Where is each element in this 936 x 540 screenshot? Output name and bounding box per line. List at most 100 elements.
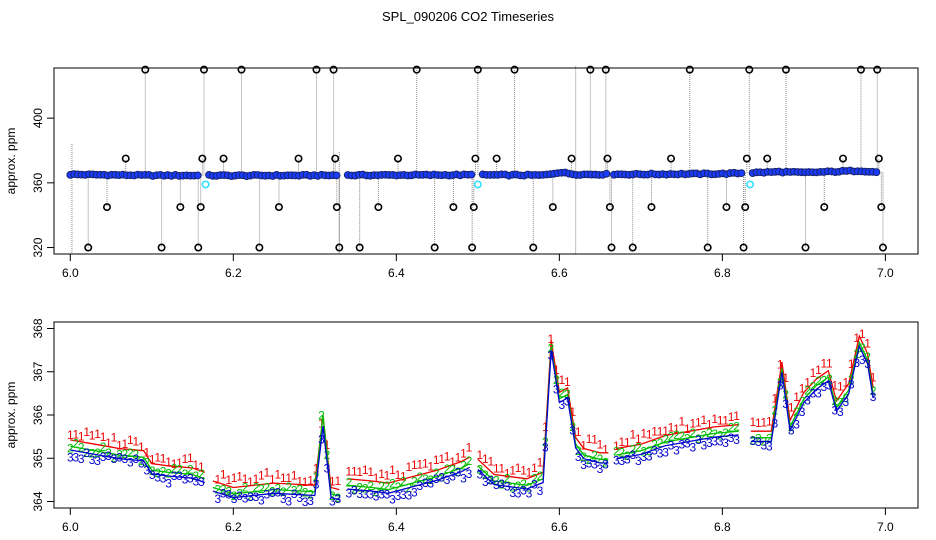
- series-point-label: 3: [477, 467, 484, 481]
- series-point-label: 2: [253, 481, 260, 495]
- series-point-label: 2: [750, 433, 757, 447]
- outlier-point: [412, 65, 421, 74]
- figure-title: SPL_090206 CO2 Timeseries: [382, 9, 554, 24]
- series-point-label: 3: [198, 475, 205, 489]
- series-point-label: 3: [520, 484, 527, 498]
- series-point-label: 1: [122, 437, 129, 451]
- series-point-label: 1: [160, 452, 167, 466]
- series-point-label: 1: [684, 422, 691, 436]
- series-point-label: 2: [225, 484, 232, 498]
- series-point-label: 1: [624, 436, 631, 450]
- series-point-label: 3: [455, 465, 462, 479]
- series-point-label: 3: [422, 476, 429, 490]
- series-point-label: 1: [848, 357, 855, 371]
- series-point-label: 2: [515, 479, 522, 493]
- outlier-point: [194, 243, 203, 252]
- series-point-label: 3: [335, 492, 342, 506]
- series-point-label: 2: [182, 467, 189, 481]
- series-point-label: 3: [105, 449, 112, 463]
- x-tick-label: 6.6: [551, 520, 568, 534]
- cyan-series: [201, 180, 755, 189]
- baseline-point: [332, 171, 341, 180]
- series-point-label: 3: [291, 487, 298, 501]
- series-point-label: 3: [231, 492, 238, 506]
- series-point-label: 1: [427, 459, 434, 473]
- y-tick-label: 400: [31, 108, 45, 128]
- series-point-label: 3: [122, 452, 129, 466]
- series-point-label: 2: [171, 462, 178, 476]
- series-point-label: 3: [72, 450, 79, 464]
- series-point-label: 1: [187, 451, 194, 465]
- series-point-label: 2: [706, 426, 713, 440]
- series-point-label: 2: [864, 350, 871, 364]
- series-point-label: 2: [296, 483, 303, 497]
- series-point-label: 3: [165, 477, 172, 491]
- series-point-label: 2: [356, 481, 363, 495]
- series-point-label: 2: [329, 489, 336, 503]
- series-point-label: 1: [171, 457, 178, 471]
- series-point-label: 1: [548, 332, 555, 346]
- series-point-label: 3: [700, 438, 707, 452]
- outlier-point: [471, 154, 480, 163]
- series-point-label: 1: [695, 416, 702, 430]
- series-point-label: 2: [826, 372, 833, 386]
- series-point-label: 3: [427, 476, 434, 490]
- series-point-label: 1: [777, 358, 784, 372]
- series-point-label: 3: [733, 433, 740, 447]
- outlier-point: [157, 243, 166, 252]
- series-point-label: 3: [684, 437, 691, 451]
- series-point-label: 2: [127, 446, 134, 460]
- series-point-label: 1: [706, 417, 713, 431]
- outlier-point: [820, 203, 829, 212]
- series-point-label: 3: [619, 454, 626, 468]
- outlier-point: [647, 203, 656, 212]
- series-point-label: 3: [515, 486, 522, 500]
- series-point-label: 1: [351, 464, 358, 478]
- series-point-label: 3: [274, 485, 281, 499]
- outlier-point: [874, 154, 883, 163]
- series-point-label: 2: [400, 475, 407, 489]
- series-point-label: 1: [389, 463, 396, 477]
- outlier-point: [548, 203, 557, 212]
- series-point-label: 1: [821, 357, 828, 371]
- series-point-label: 3: [214, 492, 221, 506]
- series-point-label: 2: [269, 485, 276, 499]
- outlier-point: [141, 65, 150, 74]
- series-point-label: 2: [690, 426, 697, 440]
- series-point-label: 2: [597, 452, 604, 466]
- x-tick-label: 6.6: [551, 266, 568, 280]
- y-tick-label: 368: [31, 318, 45, 338]
- series-point-label: 1: [755, 416, 762, 430]
- series-point-label: 3: [193, 474, 200, 488]
- top-panel-outlier-chart: 6.0 6.2 6.4 6.6 6.8 7.0 320 360 400 approx. ppm: [4, 65, 919, 280]
- series-point-label: 1: [198, 460, 205, 474]
- series-point-label: 1: [406, 460, 413, 474]
- series-point-label: 3: [706, 436, 713, 450]
- series-point-label: 1: [799, 382, 806, 396]
- series-point-label: 2: [711, 427, 718, 441]
- series-point-label: 3: [307, 494, 314, 508]
- series-point-label: 1: [466, 441, 473, 455]
- outlier-point: [84, 243, 93, 252]
- outlier-point: [873, 65, 882, 74]
- outlier-point: [335, 243, 344, 252]
- series-point-label: 1: [842, 375, 849, 389]
- series-point-label: 3: [258, 493, 265, 507]
- series-point-label: 1: [455, 451, 462, 465]
- cyan-point: [473, 180, 482, 189]
- series-point-label: 2: [72, 437, 79, 451]
- series-point-label: 2: [285, 480, 292, 494]
- series-line: [70, 449, 206, 484]
- series-point-label: 1: [149, 452, 156, 466]
- series-point-label: 1: [78, 430, 85, 444]
- series-point-label: 1: [362, 463, 369, 477]
- y-tick-label: 367: [31, 361, 45, 381]
- series-point-label: 3: [236, 489, 243, 503]
- series-point-label: 3: [859, 353, 866, 367]
- x-tick-label: 7.0: [877, 266, 894, 280]
- series-point-label: 3: [537, 484, 544, 498]
- series-point-label: 2: [384, 479, 391, 493]
- series-point-label: 1: [67, 428, 74, 442]
- series-point-label: 1: [324, 438, 331, 452]
- series-point-label: 1: [165, 455, 172, 469]
